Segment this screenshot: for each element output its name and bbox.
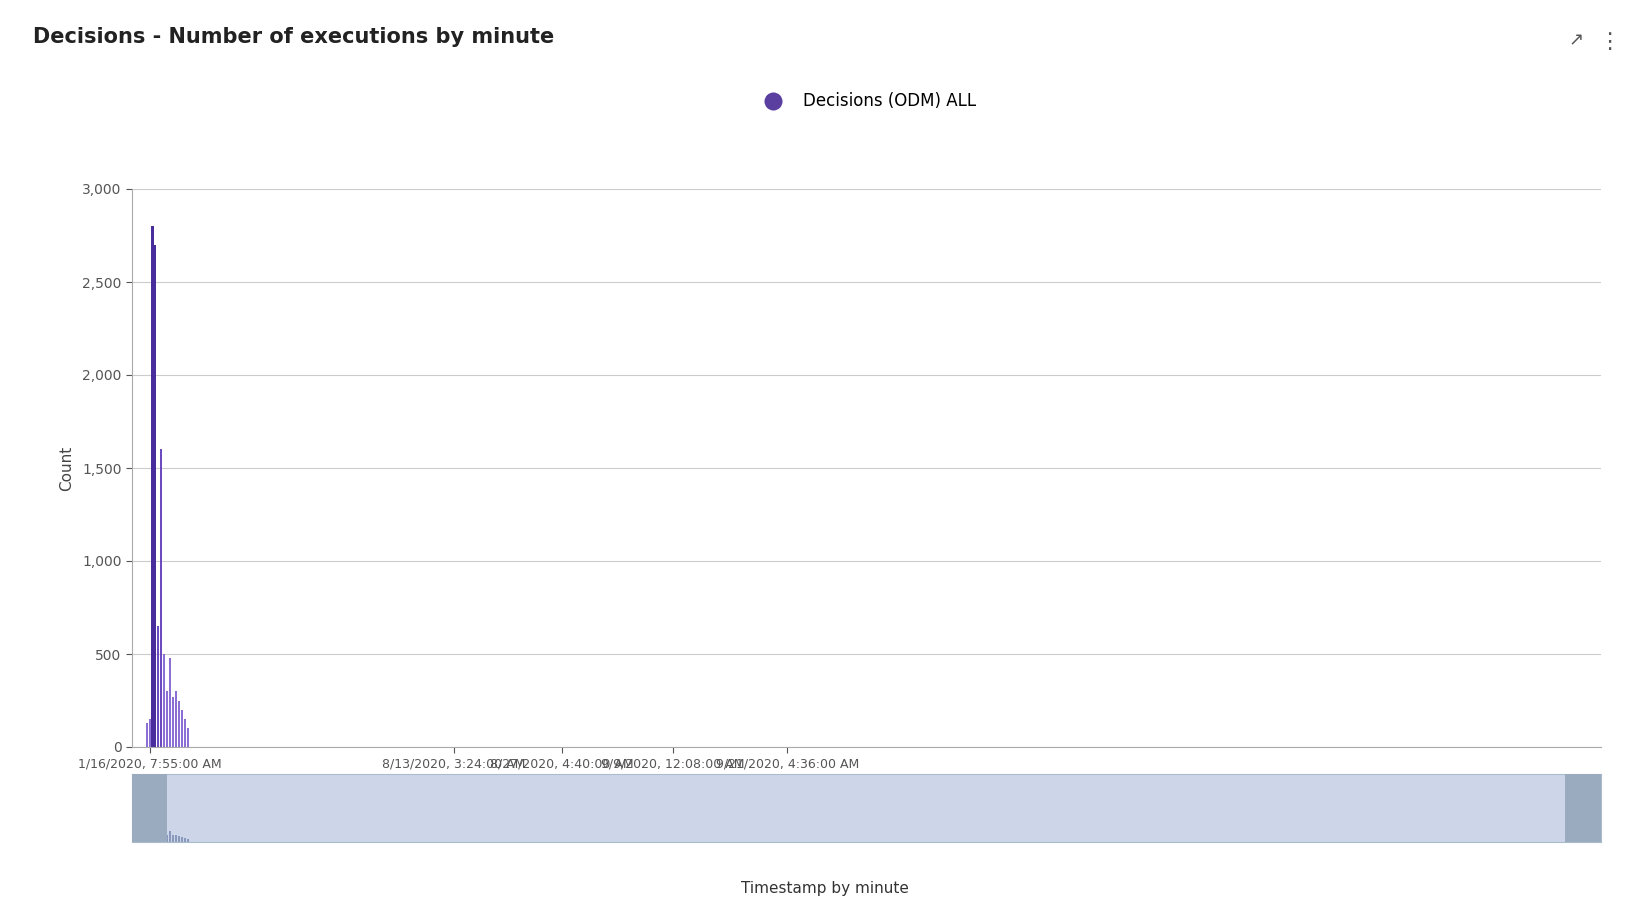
- Bar: [168, 658, 172, 747]
- Bar: [183, 719, 186, 747]
- Bar: [148, 838, 150, 842]
- Bar: [182, 710, 183, 747]
- Bar: [186, 728, 188, 747]
- Bar: [145, 839, 147, 842]
- Y-axis label: Count: Count: [59, 446, 74, 491]
- Bar: [155, 245, 157, 747]
- FancyBboxPatch shape: [132, 774, 167, 842]
- Bar: [163, 654, 165, 747]
- Bar: [160, 806, 162, 842]
- Bar: [182, 837, 183, 842]
- Bar: [155, 780, 157, 842]
- Bar: [178, 700, 180, 747]
- Bar: [178, 836, 180, 842]
- Text: ↗: ↗: [1568, 32, 1584, 50]
- FancyBboxPatch shape: [1566, 774, 1607, 842]
- Bar: [183, 838, 186, 842]
- Bar: [175, 691, 177, 747]
- Bar: [175, 835, 177, 842]
- Bar: [168, 831, 172, 842]
- Bar: [163, 830, 165, 842]
- Legend: Decisions (ODM) ALL: Decisions (ODM) ALL: [749, 86, 983, 117]
- Bar: [172, 835, 173, 842]
- Text: ⋮: ⋮: [1597, 32, 1620, 51]
- Bar: [152, 778, 153, 842]
- Bar: [157, 626, 160, 747]
- Bar: [172, 697, 173, 747]
- Bar: [157, 827, 160, 842]
- Bar: [167, 691, 168, 747]
- Bar: [167, 835, 168, 842]
- Bar: [145, 723, 147, 747]
- Bar: [148, 719, 150, 747]
- Bar: [160, 449, 162, 747]
- Bar: [152, 226, 153, 747]
- Text: Decisions - Number of executions by minute: Decisions - Number of executions by minu…: [33, 27, 554, 47]
- Bar: [186, 839, 188, 842]
- Text: Timestamp by minute: Timestamp by minute: [741, 880, 909, 896]
